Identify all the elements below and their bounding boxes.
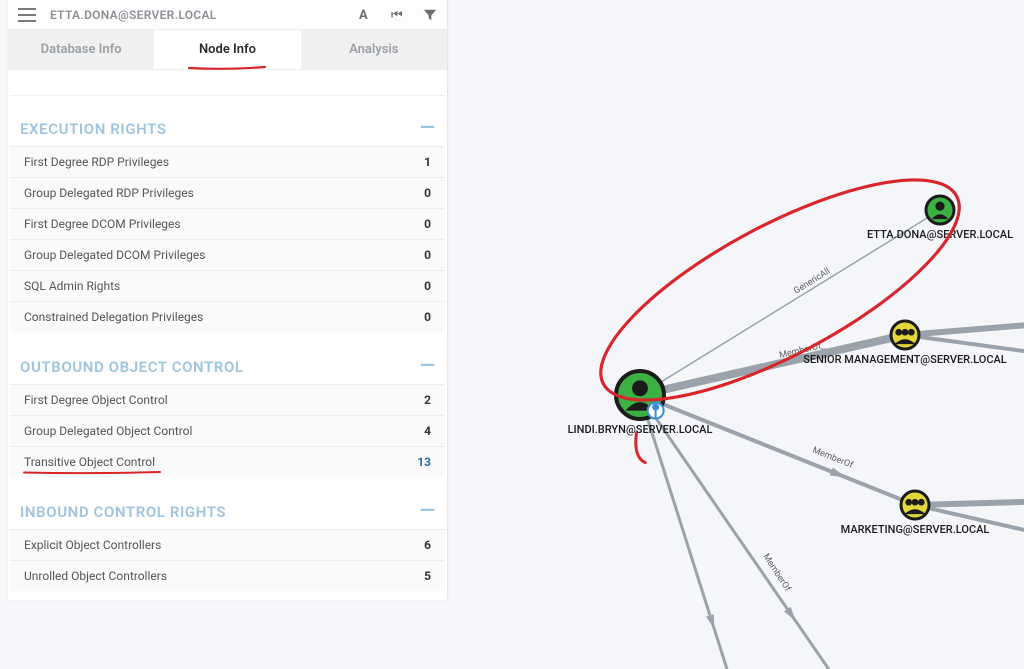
node-label: SENIOR MANAGEMENT@SERVER.LOCAL <box>803 353 1007 366</box>
stat-value: 13 <box>417 455 431 469</box>
stat-label: Unrolled Object Controllers <box>24 569 167 583</box>
stat-row[interactable]: SQL Admin Rights 0 <box>10 270 445 301</box>
stat-value: 0 <box>424 217 431 231</box>
stat-label: Group Delegated RDP Privileges <box>24 186 194 200</box>
section-header[interactable]: EXECUTION RIGHTS — <box>10 114 445 146</box>
edge-arrow <box>706 614 714 629</box>
tabs: Database Info Node Info Analysis <box>8 30 447 70</box>
section-title: OUTBOUND OBJECT CONTROL <box>20 358 244 376</box>
section-header[interactable]: OUTBOUND OBJECT CONTROL — <box>10 352 445 384</box>
stat-value: 1 <box>424 155 431 169</box>
section-title: EXECUTION RIGHTS <box>20 120 167 138</box>
hamburger-icon[interactable] <box>18 8 36 22</box>
collapse-icon[interactable]: — <box>420 359 435 375</box>
collapsed-row-placeholder <box>10 74 445 96</box>
red-underline-annotation <box>22 470 162 475</box>
node-label: LINDI.BRYN@SERVER.LOCAL <box>568 423 713 436</box>
edge-arrow <box>830 468 846 478</box>
stat-label: Explicit Object Controllers <box>24 538 161 552</box>
stat-row[interactable]: First Degree RDP Privileges 1 <box>10 146 445 177</box>
node-group[interactable]: MARKETING@SERVER.LOCAL <box>841 491 990 536</box>
side-panel: ETTA.DONA@SERVER.LOCAL A ⏮ Database Info… <box>8 0 448 600</box>
stat-value: 0 <box>424 310 431 324</box>
header-icons: A ⏮ <box>359 8 437 22</box>
stat-row[interactable]: First Degree DCOM Privileges 0 <box>10 208 445 239</box>
panel-header: ETTA.DONA@SERVER.LOCAL A ⏮ <box>8 0 447 30</box>
node-label: ETTA.DONA@SERVER.LOCAL <box>867 228 1013 241</box>
stat-row[interactable]: First Degree Object Control 2 <box>10 384 445 415</box>
stat-value: 0 <box>424 248 431 262</box>
edge[interactable] <box>915 500 1024 505</box>
stat-value: 0 <box>424 186 431 200</box>
filter-icon[interactable] <box>423 8 437 22</box>
road-icon[interactable]: A <box>359 8 373 22</box>
edge[interactable] <box>640 395 915 505</box>
edge[interactable] <box>640 395 740 669</box>
stat-value: 4 <box>424 424 431 438</box>
stat-label: SQL Admin Rights <box>24 279 120 293</box>
tab-database-info[interactable]: Database Info <box>8 30 154 69</box>
section-inbound-control-rights: INBOUND CONTROL RIGHTS — Explicit Object C… <box>8 497 447 593</box>
tab-analysis[interactable]: Analysis <box>301 30 447 69</box>
stat-label: First Degree RDP Privileges <box>24 155 169 169</box>
section-outbound-object-control: OUTBOUND OBJECT CONTROL — First Degree Obj… <box>8 352 447 479</box>
stat-row[interactable]: Group Delegated RDP Privileges 0 <box>10 177 445 208</box>
section-header[interactable]: INBOUND CONTROL RIGHTS — <box>10 497 445 529</box>
node-user[interactable]: ETTA.DONA@SERVER.LOCAL <box>867 196 1013 241</box>
stat-value: 6 <box>424 538 431 552</box>
stat-label: Group Delegated DCOM Privileges <box>24 248 205 262</box>
node-label: MARKETING@SERVER.LOCAL <box>841 523 990 536</box>
stat-row[interactable]: Group Delegated Object Control 4 <box>10 415 445 446</box>
stat-row[interactable]: Unrolled Object Controllers 5 <box>10 560 445 591</box>
stat-row[interactable]: Constrained Delegation Privileges 0 <box>10 301 445 332</box>
stat-value: 0 <box>424 279 431 293</box>
tab-node-info[interactable]: Node Info <box>154 30 300 69</box>
stat-label: Constrained Delegation Privileges <box>24 310 203 324</box>
panel-body[interactable]: EXECUTION RIGHTS — First Degree RDP Privil… <box>8 70 447 600</box>
section-execution-rights: EXECUTION RIGHTS — First Degree RDP Privil… <box>8 114 447 334</box>
stat-value: 2 <box>424 393 431 407</box>
edge-label: MemberOf <box>760 552 792 594</box>
collapse-icon[interactable]: — <box>420 504 435 520</box>
tab-node-info-label: Node Info <box>199 42 256 57</box>
stat-row[interactable]: Transitive Object Control 13 <box>10 446 445 477</box>
section-title: INBOUND CONTROL RIGHTS <box>20 503 226 521</box>
collapse-icon[interactable]: — <box>420 121 435 137</box>
stat-row[interactable]: Group Delegated DCOM Privileges 0 <box>10 239 445 270</box>
stat-row[interactable]: Explicit Object Controllers 6 <box>10 529 445 560</box>
stat-label: First Degree DCOM Privileges <box>24 217 181 231</box>
stat-value: 5 <box>424 569 431 583</box>
stat-label: Transitive Object Control <box>24 455 155 469</box>
step-back-icon[interactable]: ⏮ <box>391 8 405 22</box>
panel-title: ETTA.DONA@SERVER.LOCAL <box>50 8 359 22</box>
edge-label: GenericAll <box>792 266 832 296</box>
stat-label: Group Delegated Object Control <box>24 424 192 438</box>
graph-canvas[interactable]: GenericAllMemberOfMemberOfMemberOfETTA.D… <box>450 0 1024 665</box>
edge[interactable] <box>905 320 1024 335</box>
stat-label: First Degree Object Control <box>24 393 168 407</box>
